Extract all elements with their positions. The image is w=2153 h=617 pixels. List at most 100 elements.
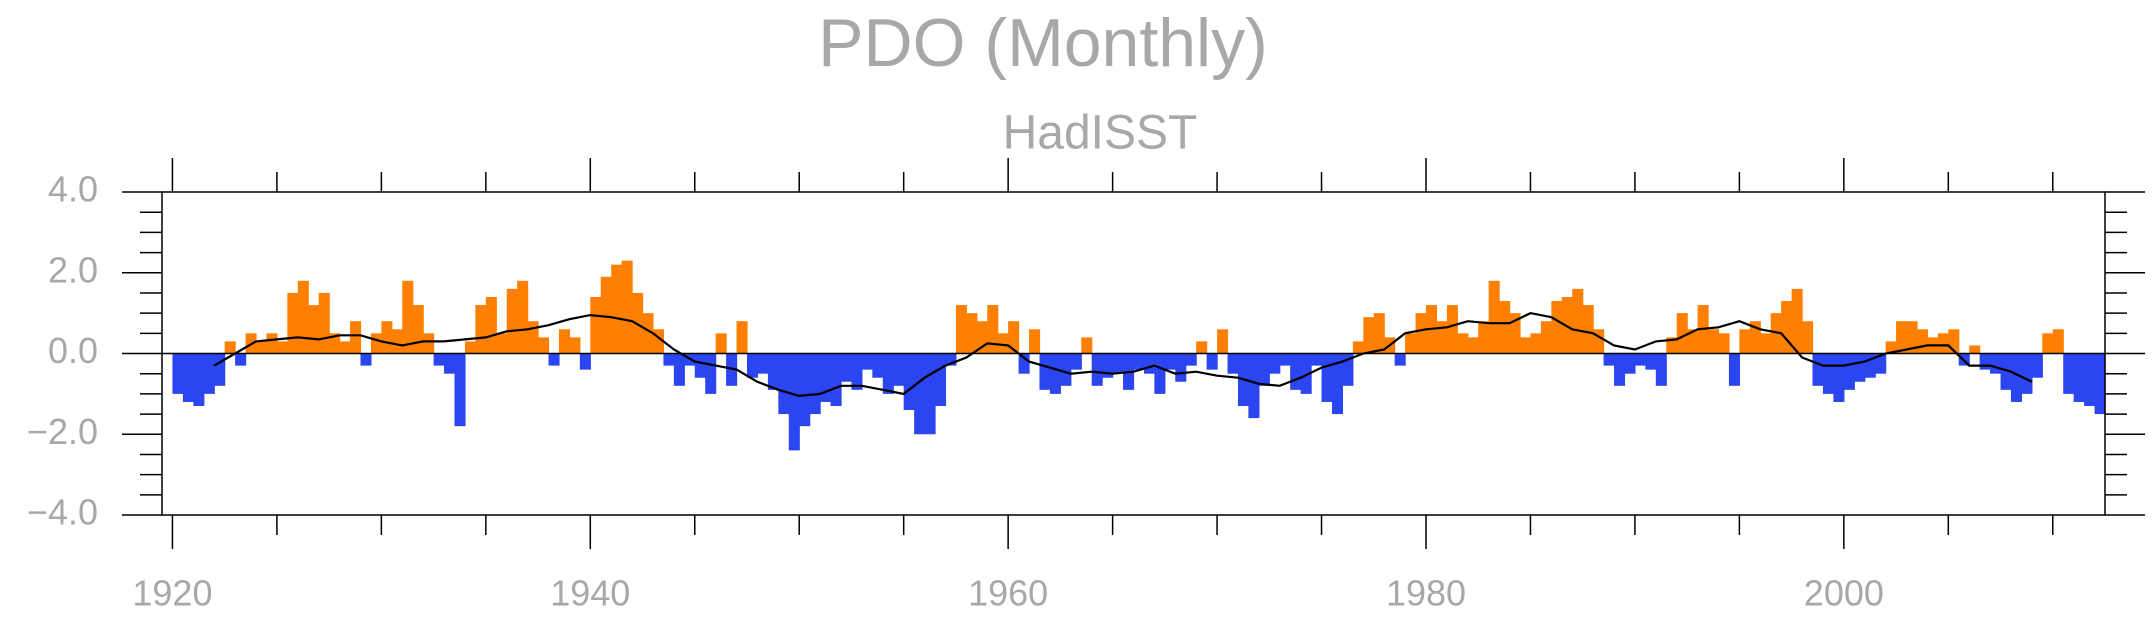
bar	[1258, 353, 1270, 386]
bar	[454, 353, 466, 427]
x-tick-label: 1960	[968, 573, 1048, 614]
bar	[1728, 353, 1740, 386]
bar	[1624, 353, 1636, 374]
bar	[1436, 321, 1448, 354]
bar	[1540, 321, 1552, 354]
bar	[214, 353, 226, 386]
bar	[1551, 301, 1563, 354]
bar	[1091, 353, 1103, 386]
bar	[778, 353, 790, 415]
smoothed-line	[213, 311, 2033, 398]
chart-subtitle: HadISST	[1003, 107, 1198, 160]
bar	[694, 353, 706, 378]
bar	[1687, 329, 1699, 354]
bar	[1290, 353, 1302, 390]
bar	[1185, 353, 1197, 366]
bar	[1812, 353, 1824, 386]
bar	[788, 353, 800, 451]
bar	[1520, 337, 1532, 354]
bar	[1039, 353, 1051, 390]
bar	[1457, 333, 1469, 354]
bar	[1143, 353, 1155, 374]
x-tick-label: 1980	[1386, 573, 1466, 614]
bar	[224, 341, 236, 354]
bar	[1112, 353, 1124, 374]
bar	[1405, 333, 1417, 354]
bar	[1739, 329, 1751, 354]
bar	[1394, 353, 1406, 366]
bar	[976, 321, 988, 354]
bar	[652, 329, 665, 354]
bar	[2063, 353, 2075, 394]
bar	[1509, 313, 1521, 354]
bar	[1676, 313, 1688, 354]
bar	[611, 264, 623, 354]
x-tick-label: 1920	[132, 573, 212, 614]
bar	[1864, 353, 1876, 378]
bar	[1049, 353, 1061, 394]
bar	[548, 353, 560, 366]
bar	[339, 341, 351, 354]
y-tick-label: 0.0	[48, 330, 98, 371]
bar	[2084, 353, 2096, 406]
bar	[360, 353, 372, 366]
bar	[318, 292, 330, 354]
bar	[485, 296, 497, 354]
bar	[1352, 341, 1364, 354]
bar	[1614, 353, 1626, 386]
bar	[1279, 353, 1291, 366]
bar	[558, 329, 571, 354]
bar	[203, 353, 215, 394]
bar	[1760, 333, 1772, 354]
bar	[809, 353, 821, 415]
bar	[1530, 333, 1542, 354]
bar	[350, 321, 362, 354]
bar	[851, 353, 863, 390]
bar	[1666, 337, 1678, 354]
bar	[579, 353, 591, 370]
bar	[1937, 333, 1949, 354]
bar	[517, 280, 529, 354]
bar	[955, 305, 967, 354]
bar	[1499, 301, 1511, 354]
bar	[1791, 288, 1803, 354]
bar	[1321, 353, 1333, 402]
bar	[1634, 353, 1646, 366]
bar	[715, 333, 727, 354]
bar	[423, 333, 435, 354]
bar	[1990, 353, 2002, 374]
bar	[1154, 353, 1166, 394]
bar	[861, 353, 873, 370]
bar	[1081, 337, 1093, 354]
bar	[705, 353, 717, 394]
y-tick-label: 4.0	[48, 169, 98, 210]
bar	[182, 353, 194, 402]
bar	[1018, 353, 1030, 374]
bar	[1363, 317, 1375, 354]
bar	[746, 353, 759, 378]
y-tick-label: −4.0	[27, 492, 98, 533]
bar	[496, 333, 508, 354]
bar	[391, 329, 403, 354]
bar	[266, 333, 278, 354]
bar	[830, 353, 842, 406]
bar	[1655, 353, 1667, 386]
bar	[663, 353, 675, 366]
x-tick-label: 1940	[550, 573, 630, 614]
bar	[2052, 329, 2064, 354]
bar	[381, 321, 393, 354]
bar	[1718, 333, 1730, 354]
bar	[1467, 337, 1479, 354]
bar	[903, 353, 915, 411]
bar	[1029, 329, 1041, 354]
bar	[2073, 353, 2085, 402]
bar	[1979, 353, 1991, 370]
y-tick-label: −2.0	[27, 411, 98, 452]
bar	[882, 353, 894, 394]
bar	[1373, 313, 1385, 354]
bar	[673, 353, 685, 386]
bar	[642, 313, 654, 354]
bar	[600, 276, 612, 354]
bar	[1311, 353, 1323, 366]
chart-title: PDO (Monthly)	[818, 5, 1268, 81]
